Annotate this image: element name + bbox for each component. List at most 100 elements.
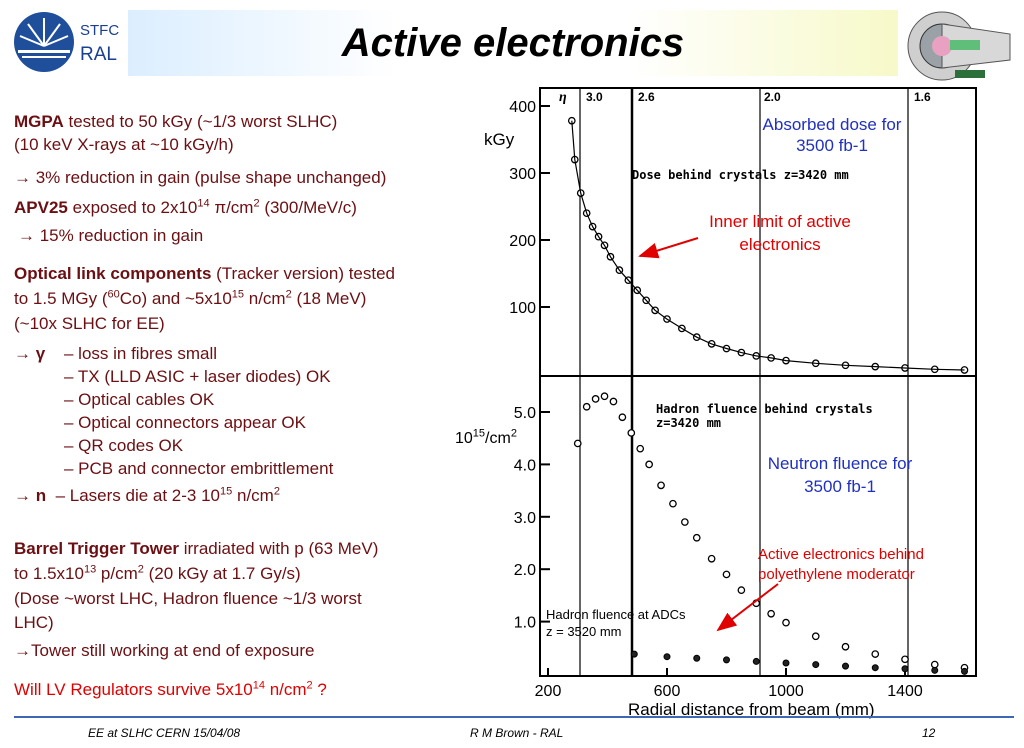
xtick-label-2: 1000: [768, 683, 804, 700]
dose-points: [567, 116, 969, 374]
opt-line1: Optical link components (Tracker version…: [14, 262, 395, 285]
eta-label-1: 3.0: [586, 90, 603, 104]
btt-name: Barrel Trigger Tower: [14, 539, 180, 558]
fluence-point-20: [841, 642, 850, 651]
eta-label-2: 2.6: [638, 90, 655, 104]
adc-points: [630, 650, 968, 675]
opt-text: (Tracker version) tested: [211, 264, 396, 283]
mgpa-line2: (10 keV X-rays at ~10 kGy/h): [14, 135, 234, 154]
apv-sup2: 2: [253, 197, 260, 210]
fluence-point-8: [645, 460, 653, 469]
lv-sup: 14: [252, 679, 265, 692]
opt-line3: (~10x SLHC for EE): [14, 314, 165, 333]
opt-l2sup3: 2: [285, 288, 292, 301]
opt-l2d: (18 MeV): [291, 289, 367, 308]
mgpa-line3: → 3% reduction in gain (pulse shape unch…: [14, 168, 387, 187]
fluence-point-19: [811, 632, 820, 641]
opt-l2a: to 1.5 MGy (: [14, 289, 108, 308]
apv-line1: APV25 exposed to 2x1014 π/cm2 (300/MeV/c…: [14, 196, 357, 219]
btt-line4: LHC): [14, 613, 54, 632]
footer-center: R M Brown - RAL: [470, 726, 564, 740]
slide-title: Active electronics: [341, 21, 685, 65]
logo-text-stfc: STFC: [80, 22, 120, 39]
btt-l2c: (20 kGy at 1.7 Gy/s): [143, 564, 301, 583]
dose-curve: [571, 120, 965, 371]
apv-sup1: 14: [197, 197, 210, 210]
lv-a: Will LV Regulators survive 5x10: [14, 680, 253, 699]
footer-left: EE at SLHC CERN 15/04/08: [88, 726, 241, 740]
fluence-point-2: [591, 395, 600, 403]
btt-l2sup2: 2: [137, 563, 144, 576]
gamma-item-3: – Optical connectors appear OK: [64, 413, 306, 432]
btt-text: irradiated with p (63 MeV): [179, 539, 379, 558]
fluence-point-17: [767, 609, 775, 618]
x-axis-label: Radial distance from beam (mm): [628, 700, 875, 719]
adc-point-4: [752, 657, 760, 665]
fluence-point-6: [627, 429, 636, 437]
dose-ytick-label-2: 300: [509, 166, 536, 183]
fluence-ytick-label-4: 5.0: [514, 405, 536, 422]
adc-point-10: [931, 666, 939, 674]
opt-l2c: n/cm: [244, 289, 286, 308]
adc-point-6: [812, 661, 820, 669]
xtick-label-0: 200: [535, 683, 562, 700]
inner-limit-annotation: Inner limit of active electronics: [709, 212, 851, 254]
fluence-point-0: [573, 439, 582, 448]
fluence-point-5: [618, 413, 627, 422]
dose-ytick-label-3: 400: [509, 99, 536, 116]
fluence-ytick-label-3: 4.0: [514, 457, 536, 474]
adc-label-1: Hadron fluence at ADCs: [546, 607, 686, 622]
gamma-item-4: – QR codes OK: [64, 436, 184, 455]
dose-ytick-label-1: 200: [509, 233, 536, 250]
fluence-ytick-label-2: 3.0: [514, 510, 536, 527]
adc-point-8: [871, 664, 879, 672]
fluence-point-14: [722, 570, 731, 579]
gamma-head-text: → γ: [14, 344, 46, 363]
eta-label-0: η: [559, 90, 567, 105]
fluence-title: Hadron fluence behind crystals z=3420 mm: [656, 402, 873, 430]
title-bar: [128, 10, 898, 76]
fluence-point-7: [636, 444, 645, 453]
cms-detector-image: [900, 4, 1020, 86]
mgpa-name: MGPA: [14, 112, 64, 131]
apv-text1: exposed to 2x10: [72, 198, 198, 217]
adc-point-3: [723, 656, 730, 664]
footer-divider: [14, 716, 1014, 718]
neutron-annotation: Neutron fluence for 3500 fb-1: [767, 454, 913, 496]
lv-b: n/cm: [264, 680, 307, 699]
fluence-point-13: [707, 554, 716, 563]
opt-l2sup2: 15: [231, 288, 245, 301]
logo-text-ral: RAL: [80, 44, 117, 65]
adc-point-11: [961, 667, 968, 675]
adc-label-2: z = 3520 mm: [546, 624, 622, 639]
btt-l2a: to 1.5x10: [14, 564, 84, 583]
btt-line3: (Dose ~worst LHC, Hadron fluence ~1/3 wo…: [14, 589, 362, 608]
opt-l2b: Co) and ~5x10: [119, 289, 232, 308]
gamma-item-5: – PCB and connector embrittlement: [64, 459, 334, 478]
adc-point-0: [630, 650, 638, 658]
fluence-points: [573, 392, 969, 672]
cms-detector-icon: [900, 4, 1020, 86]
mgpa-text: tested to 50 kGy (~1/3 worst SLHC): [68, 112, 338, 131]
n-sup: 15: [220, 485, 233, 498]
fluence-point-9: [657, 481, 665, 490]
btt-line5: →Tower still working at end of exposure: [14, 641, 315, 660]
fluence-point-11: [681, 518, 689, 526]
n-line: → n – Lasers die at 2-3 1015 n/cm2: [14, 484, 280, 507]
fluence-point-15: [737, 586, 746, 595]
xtick-label-1: 600: [654, 683, 681, 700]
fluence-point-3: [600, 392, 609, 401]
adc-point-5: [782, 659, 790, 667]
fluence-ytick-label-1: 2.0: [514, 562, 536, 579]
adc-point-7: [842, 662, 849, 670]
moderator-annotation: Active electronics behind polyethylene m…: [758, 546, 924, 583]
btt-l2sup: 13: [83, 563, 97, 576]
eta-label-3: 2.0: [764, 90, 781, 104]
footer-page: 12: [922, 726, 936, 740]
fluence-point-10: [669, 499, 677, 508]
btt-line2: to 1.5x1013 p/cm2 (20 kGy at 1.7 Gy/s): [14, 562, 301, 585]
adc-point-2: [693, 654, 701, 662]
dose-annotation: Absorbed dose for 3500 fb-1: [762, 115, 902, 155]
opt-l2sup: 60: [107, 288, 120, 301]
plot-figure: 100 200 300 400 1.0 2.0 3.0 4.0 5.0 200 600 1000 140…: [509, 87, 977, 700]
